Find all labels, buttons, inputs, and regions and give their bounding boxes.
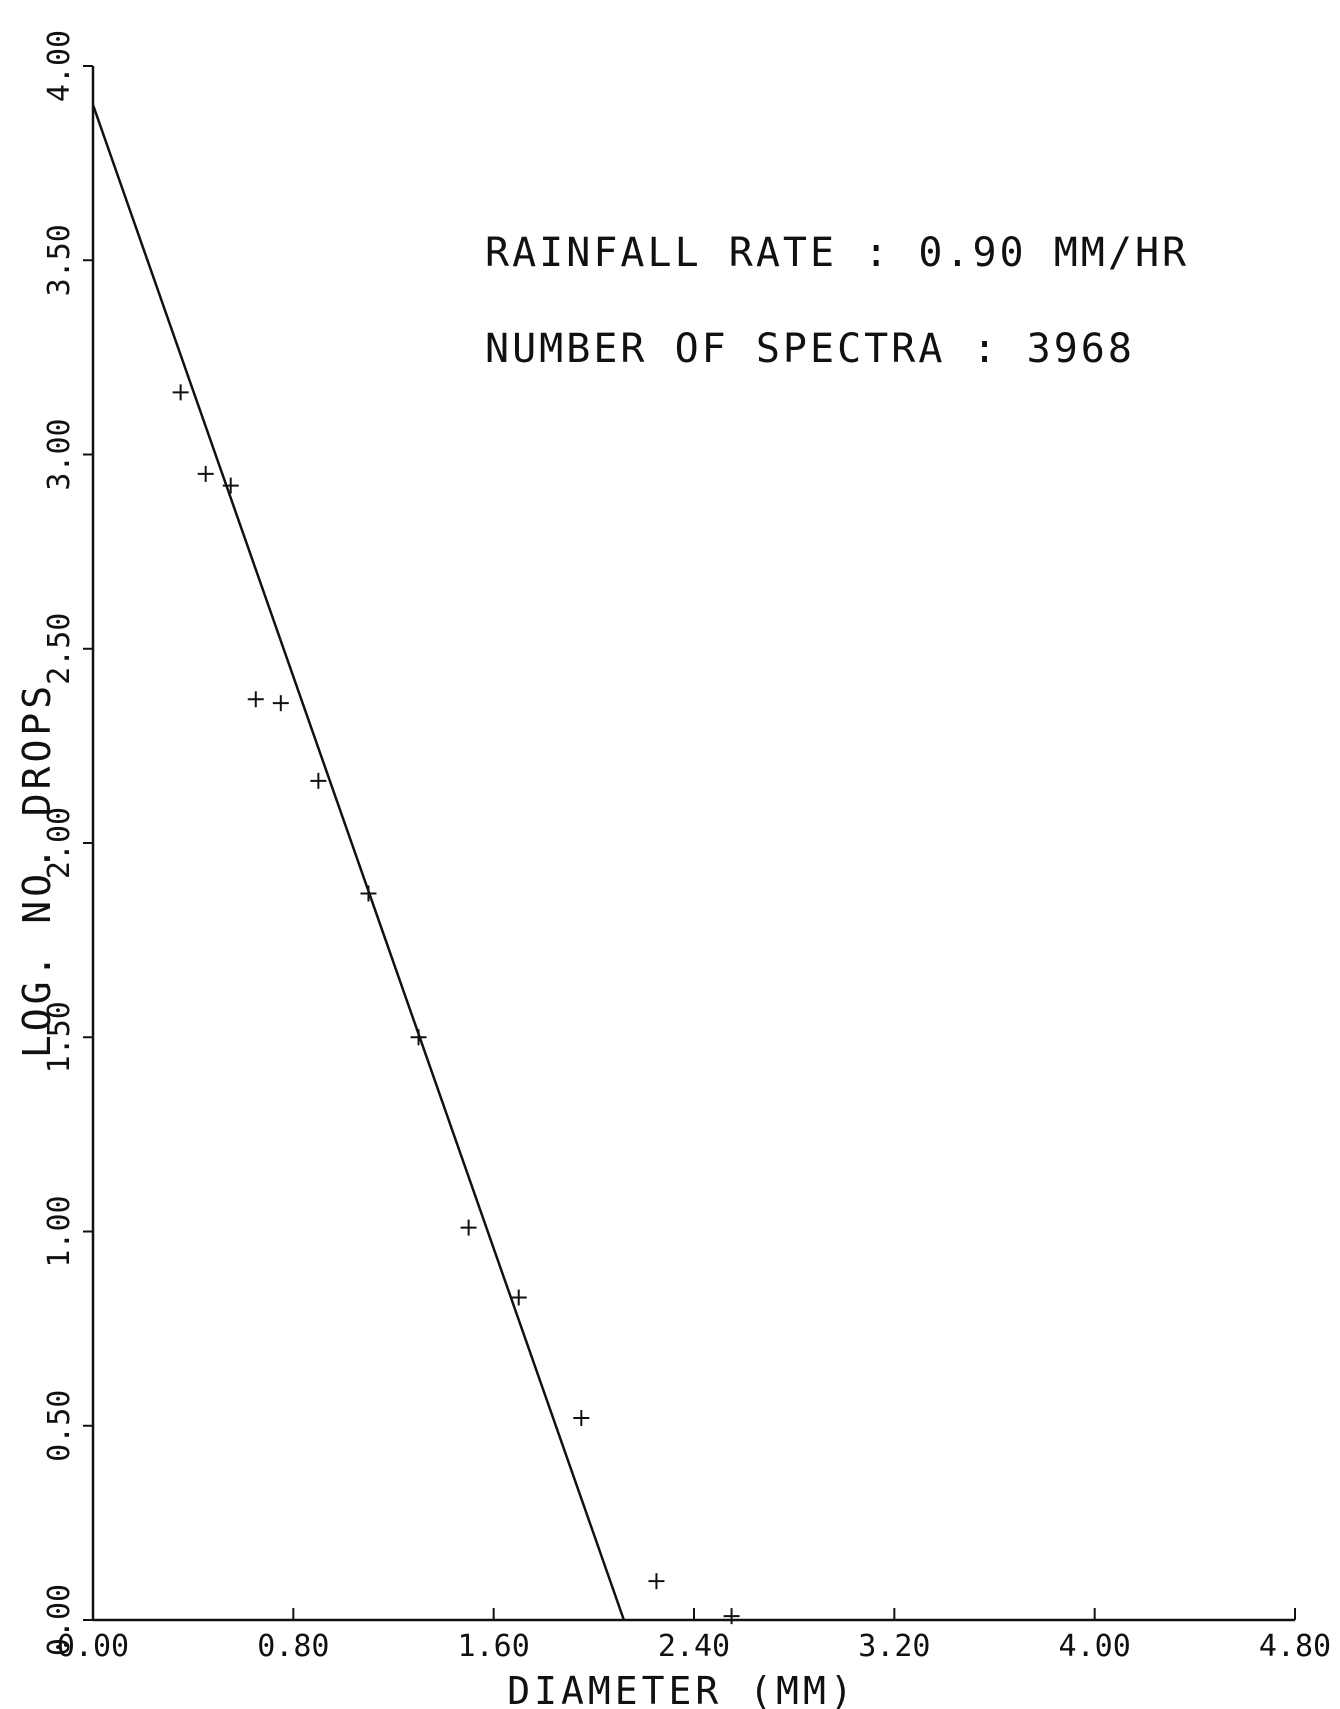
data-point-marker [172,384,189,401]
x-tick-label: 4.00 [1059,1629,1131,1664]
fitted-line [91,104,626,1621]
data-point-marker [272,695,289,712]
data-point-marker [310,772,327,789]
data-point-marker [573,1409,590,1426]
data-point-marker [648,1573,665,1590]
x-tick-label: 2.40 [658,1629,730,1664]
x-tick-label: 0.00 [57,1629,129,1664]
y-tick-label: 1.50 [42,1001,77,1073]
data-point-marker [247,691,264,708]
y-tick-label: 0.00 [42,1584,77,1656]
spectra-count-annotation: NUMBER OF SPECTRA : 3968 [485,326,1135,372]
axes-group: 0.00 0.80 1.60 2.40 3.20 4.00 4.80 0.00 0.50 1.0… [42,30,1331,1664]
y-tick-label: 3.50 [42,224,77,296]
y-tick-label: 1.00 [42,1195,77,1267]
series-layer [91,104,740,1625]
y-tick-label: 4.00 [42,30,77,102]
x-axis-label: DIAMETER (MM) [507,1669,856,1709]
x-tick-label: 4.80 [1259,1629,1331,1664]
y-tick-label: 2.50 [42,613,77,685]
x-tick-label: 3.20 [858,1629,930,1664]
data-point-marker [460,1219,477,1236]
y-axis-label: LOG. NO. DROPS [15,682,59,1058]
data-point-marker [510,1289,527,1306]
y-ticks-group: 0.00 0.50 1.00 1.50 2.00 2.50 3.00 3.50 4.00 [42,30,93,1656]
data-point-marker [197,465,214,482]
x-ticks-group: 0.00 0.80 1.60 2.40 3.20 4.00 4.80 [57,1608,1331,1664]
data-point-marker [723,1608,740,1625]
rainfall-rate-annotation: RAINFALL RATE : 0.90 MM/HR [485,230,1189,276]
x-tick-label: 0.80 [257,1629,329,1664]
y-tick-label: 3.00 [42,418,77,490]
x-tick-label: 1.60 [458,1629,530,1664]
y-tick-label: 0.50 [42,1390,77,1462]
y-tick-label: 2.00 [42,807,77,879]
